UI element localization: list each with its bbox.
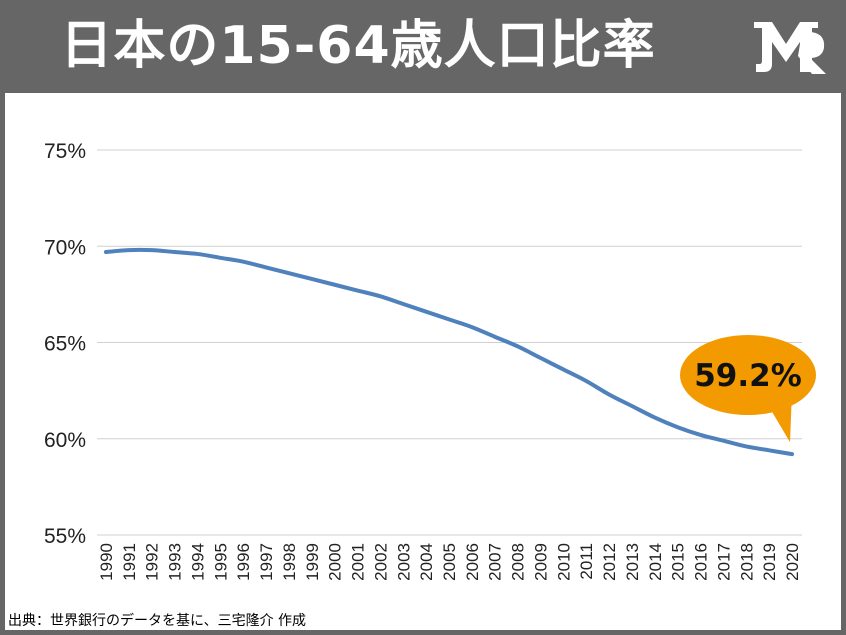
callout-bubble [680, 335, 816, 415]
x-tick-label: 2011 [577, 543, 596, 580]
y-tick-label: 70% [44, 236, 86, 259]
x-tick-label: 2018 [737, 543, 756, 581]
x-tick-label: 2008 [509, 543, 528, 581]
x-tick-label: 2010 [554, 543, 573, 581]
x-tick-label: 2005 [440, 543, 459, 581]
x-tick-label: 1993 [166, 543, 185, 581]
x-tick-label: 2017 [714, 543, 733, 581]
y-tick-label: 60% [44, 429, 86, 452]
x-tick-label: 2019 [760, 543, 779, 581]
x-tick-label: 2015 [669, 543, 688, 581]
y-tick-label: 55% [44, 525, 86, 548]
x-tick-label: 2002 [371, 543, 390, 581]
x-tick-label: 2003 [394, 543, 413, 581]
x-tick-label: 2007 [486, 543, 505, 581]
x-tick-label: 2016 [692, 543, 711, 581]
callout-label: 59.2% [694, 358, 802, 394]
series-line [104, 247, 794, 457]
title-bar: 日本の15-64歳人口比率 [0, 0, 846, 93]
x-tick-label: 2006 [463, 543, 482, 581]
y-tick-label: 75% [44, 140, 86, 163]
source-note: 出典：世界銀行のデータを基に、三宅隆介 作成 [8, 613, 307, 629]
x-tick-label: 1994 [188, 543, 207, 581]
x-tick-label: 2001 [349, 543, 368, 581]
x-tick-label: 1999 [303, 543, 322, 581]
x-tick-label: 1996 [234, 543, 253, 581]
x-tick-label: 2004 [417, 543, 436, 581]
x-tick-label: 1991 [120, 543, 139, 581]
x-tick-label: 1995 [211, 543, 230, 581]
x-tick-label: 1992 [143, 543, 162, 581]
brand-logo-icon [754, 22, 826, 74]
y-tick-label: 65% [44, 333, 86, 356]
x-tick-label: 2012 [600, 543, 619, 581]
x-tick-label: 1997 [257, 543, 276, 581]
x-tick-label: 2000 [326, 543, 345, 581]
x-tick-label: 2013 [623, 543, 642, 581]
x-tick-label: 2020 [783, 543, 802, 581]
x-tick-label: 2009 [531, 543, 550, 581]
chart-title: 日本の15-64歳人口比率 [60, 16, 656, 76]
x-tick-label: 1990 [97, 543, 116, 581]
x-tick-label: 1998 [280, 543, 299, 581]
x-tick-label: 2014 [646, 543, 665, 581]
line-chart: 55%60%65%70%75%1990 1991 1992 1993 1994 1995 1… [44, 140, 816, 581]
